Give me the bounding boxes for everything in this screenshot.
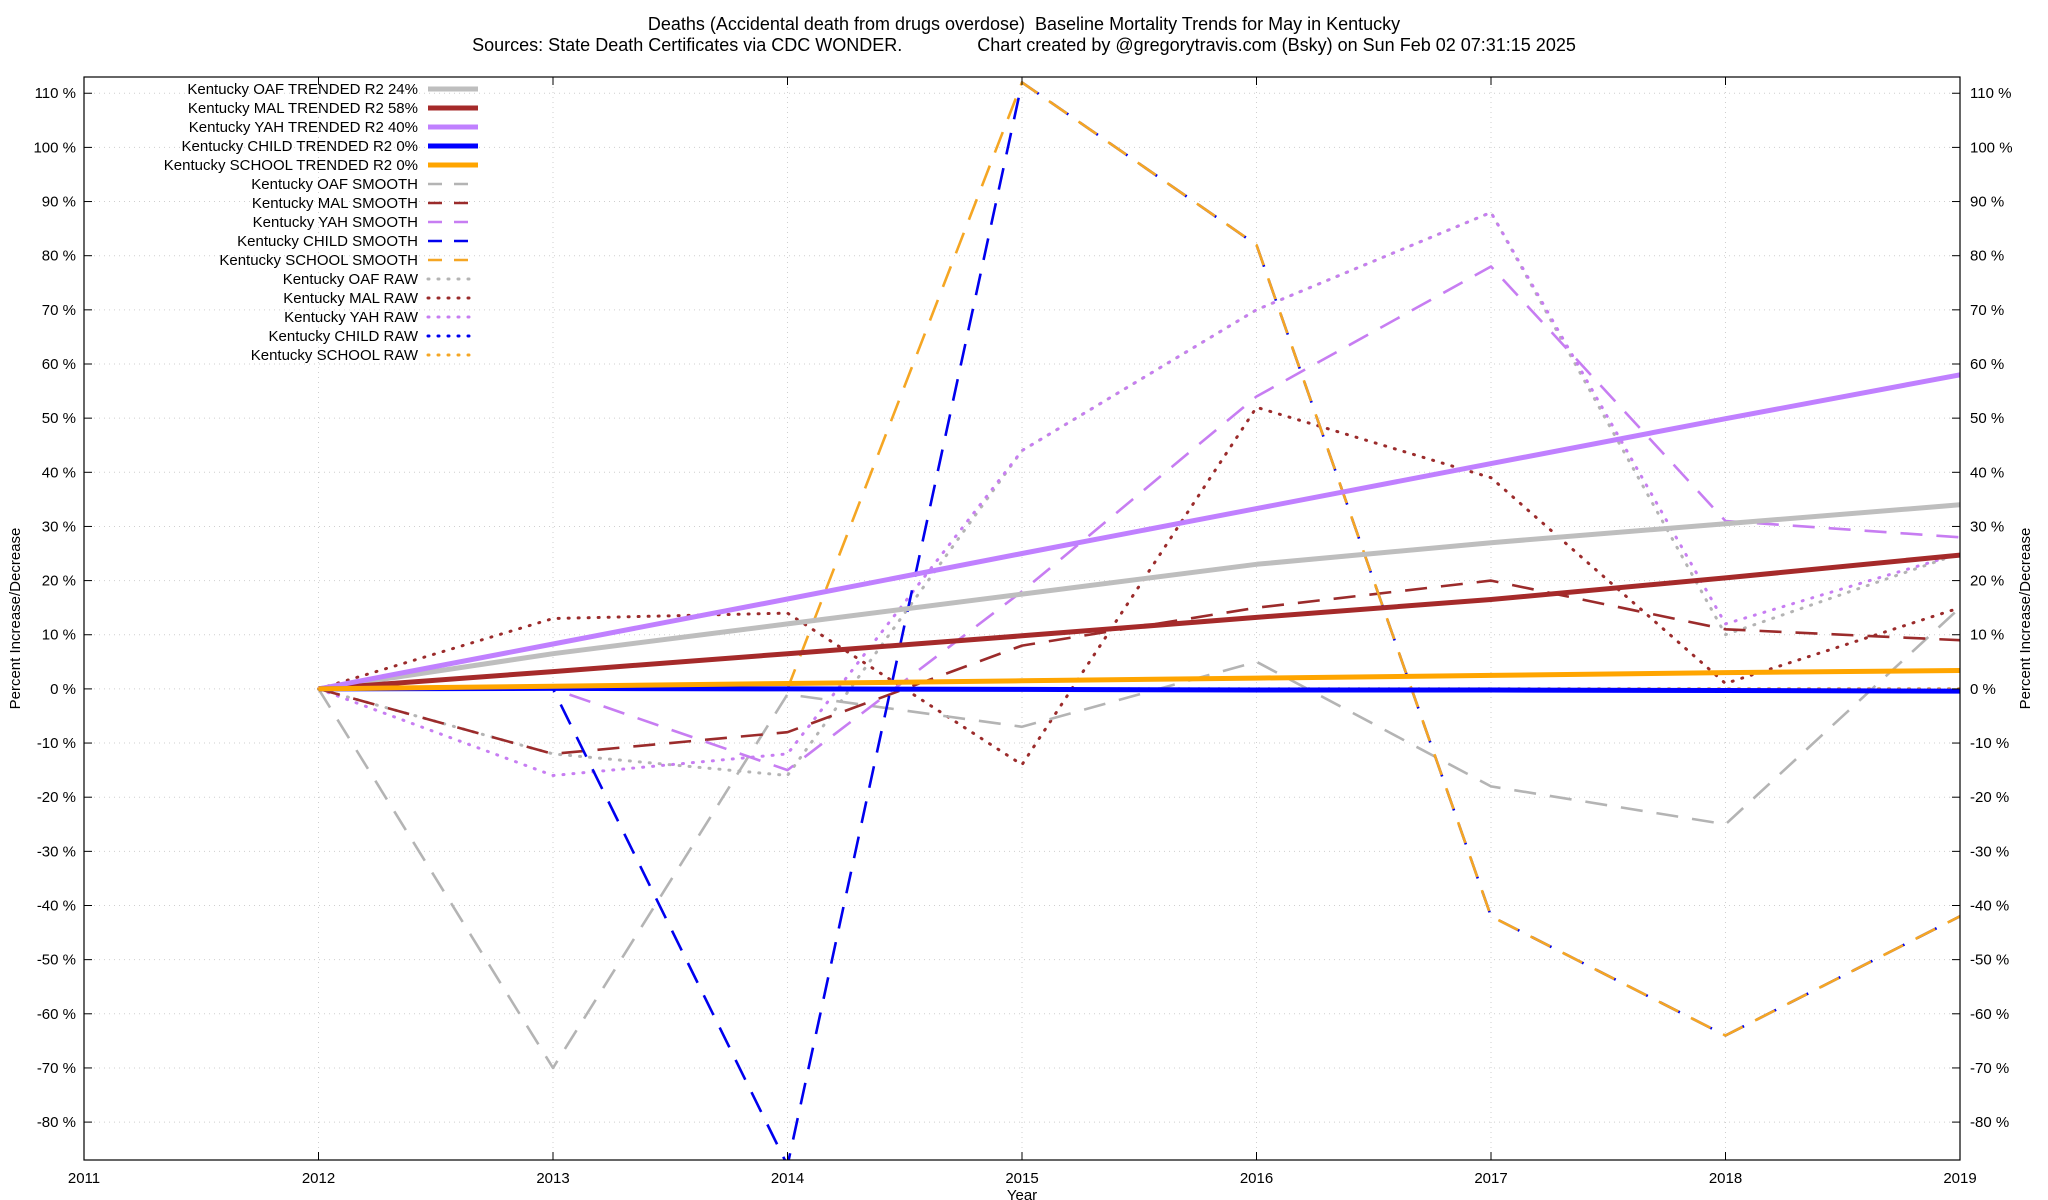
y2-tick-label-2: 90 % <box>1970 194 2004 211</box>
y2-tick-label-17: -60 % <box>1970 1006 2009 1023</box>
legend-label-1: Kentucky MAL TRENDED R2 58% <box>188 100 418 117</box>
legend-label-4: Kentucky SCHOOL TRENDED R2 0% <box>164 157 418 174</box>
legend-label-9: Kentucky SCHOOL SMOOTH <box>219 252 418 269</box>
y-tick-label-18: -70 % <box>37 1060 76 1077</box>
y2-tick-label-11: 0 % <box>1970 681 1996 698</box>
y2-tick-label-4: 70 % <box>1970 302 2004 319</box>
y-tick-label-4: 70 % <box>42 302 76 319</box>
y2-tick-label-0: 110 % <box>1970 85 2011 102</box>
series-line-5 <box>317 606 1960 1070</box>
axis-layer: 2011 2012 2013 2014 2015 2016 2017 2018 2019 110 … <box>33 77 2013 1187</box>
y-tick-label-6: 50 % <box>42 410 76 427</box>
legend-label-2: Kentucky YAH TRENDED R2 40% <box>189 119 418 136</box>
series-line-0 <box>317 210 1960 777</box>
x-axis-label: Year <box>1007 1187 1037 1200</box>
series-line-12 <box>318 372 1960 692</box>
y2-axis-label: Percent Increase/Decrease <box>2017 528 2034 710</box>
y2-tick-label-13: -20 % <box>1970 789 2009 806</box>
series-line-11 <box>318 552 1960 692</box>
legend-label-3: Kentucky CHILD TRENDED R2 0% <box>182 138 418 155</box>
legend-label-13: Kentucky CHILD RAW <box>269 328 419 345</box>
series-line-2 <box>317 210 1960 777</box>
x-tick-label-1: 2012 <box>302 1170 335 1187</box>
y2-tick-label-12: -10 % <box>1970 735 2009 752</box>
x-tick-label-2: 2013 <box>536 1170 569 1187</box>
y-tick-label-10: 10 % <box>42 627 76 644</box>
y2-tick-label-6: 50 % <box>1970 410 2004 427</box>
legend-label-5: Kentucky OAF SMOOTH <box>251 176 418 193</box>
series-layer <box>317 81 1960 1160</box>
chart-title: Deaths (Accidental death from drugs over… <box>647 14 1401 34</box>
y-tick-label-7: 40 % <box>42 464 76 481</box>
y2-tick-label-1: 100 % <box>1970 139 2013 156</box>
y-tick-label-16: -50 % <box>37 952 76 969</box>
x-tick-label-8: 2019 <box>1943 1170 1976 1187</box>
chart-subtitle: Sources: State Death Certificates via CD… <box>472 35 1576 55</box>
y-tick-label-2: 90 % <box>42 194 76 211</box>
legend-label-12: Kentucky YAH RAW <box>284 309 419 326</box>
y-tick-label-1: 100 % <box>33 139 76 156</box>
x-tick-label-6: 2017 <box>1474 1170 1507 1187</box>
y-tick-label-12: -10 % <box>37 735 76 752</box>
series-line-6 <box>318 579 1960 756</box>
series-line-1 <box>317 405 1960 767</box>
legend-label-10: Kentucky OAF RAW <box>283 271 419 288</box>
y-tick-label-15: -40 % <box>37 897 76 914</box>
y2-tick-label-16: -50 % <box>1970 952 2009 969</box>
y2-tick-label-7: 40 % <box>1970 464 2004 481</box>
y-tick-label-9: 20 % <box>42 573 76 590</box>
x-tick-label-0: 2011 <box>68 1170 100 1187</box>
y-tick-label-17: -60 % <box>37 1006 76 1023</box>
y-tick-label-8: 30 % <box>42 518 76 535</box>
series-line-7 <box>318 265 1960 772</box>
y2-tick-label-9: 20 % <box>1970 573 2004 590</box>
y2-tick-label-10: 10 % <box>1970 627 2004 644</box>
y2-tick-label-8: 30 % <box>1970 518 2004 535</box>
y2-tick-label-19: -80 % <box>1970 1114 2009 1131</box>
legend-label-7: Kentucky YAH SMOOTH <box>253 214 418 231</box>
y-tick-label-19: -80 % <box>37 1114 76 1131</box>
legend-label-8: Kentucky CHILD SMOOTH <box>237 233 418 250</box>
y2-tick-label-14: -30 % <box>1970 843 2009 860</box>
x-tick-label-5: 2016 <box>1240 1170 1273 1187</box>
legend: Kentucky OAF TRENDED R2 24% Kentucky MAL … <box>164 81 480 364</box>
x-tick-label-3: 2014 <box>771 1170 804 1187</box>
y-tick-label-13: -20 % <box>37 789 76 806</box>
legend-label-6: Kentucky MAL SMOOTH <box>252 195 418 212</box>
y-tick-label-3: 80 % <box>42 248 76 265</box>
series-line-10 <box>318 502 1960 692</box>
y-axis-label: Percent Increase/Decrease <box>7 528 24 710</box>
y2-tick-label-15: -40 % <box>1970 897 2009 914</box>
legend-label-14: Kentucky SCHOOL RAW <box>251 347 419 364</box>
y-tick-label-14: -30 % <box>37 843 76 860</box>
y-tick-label-0: 110 % <box>35 85 76 102</box>
series-line-8 <box>318 81 1960 1160</box>
legend-label-11: Kentucky MAL RAW <box>283 290 419 307</box>
series-line-13 <box>318 685 1960 694</box>
y2-tick-label-3: 80 % <box>1970 248 2004 265</box>
y2-tick-label-5: 60 % <box>1970 356 2004 373</box>
y-tick-label-11: 0 % <box>50 681 76 698</box>
series-line-14 <box>318 668 1960 692</box>
series-line-9 <box>318 81 1960 1037</box>
legend-label-0: Kentucky OAF TRENDED R2 24% <box>187 81 418 98</box>
y-tick-label-5: 60 % <box>42 356 76 373</box>
y2-tick-label-18: -70 % <box>1970 1060 2009 1077</box>
x-tick-label-4: 2015 <box>1005 1170 1038 1187</box>
x-tick-label-7: 2018 <box>1709 1170 1742 1187</box>
